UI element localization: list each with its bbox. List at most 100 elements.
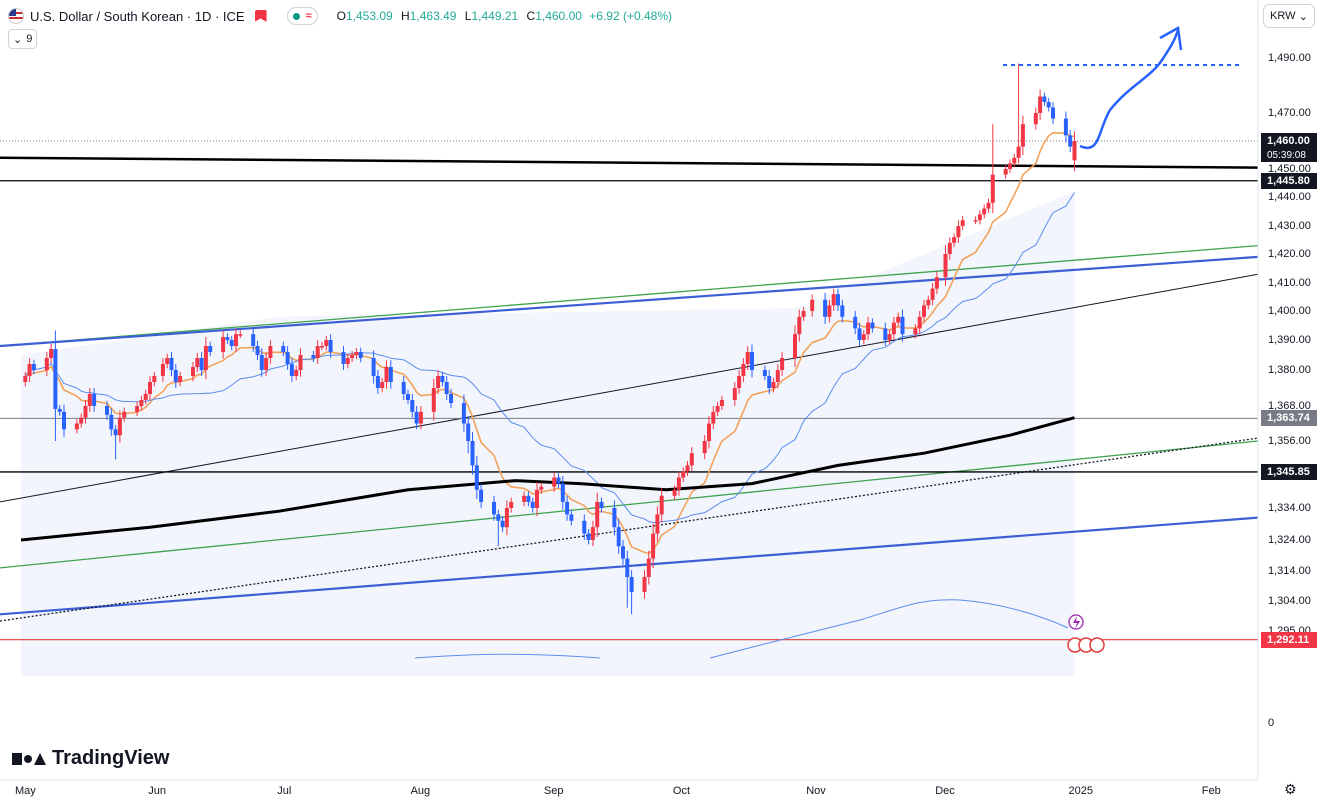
candle[interactable]	[681, 467, 686, 482]
gear-icon[interactable]: ⚙	[1284, 781, 1297, 797]
candle-body[interactable]	[530, 501, 535, 508]
candle[interactable]	[496, 509, 501, 547]
candle[interactable]	[870, 318, 875, 333]
candle[interactable]	[775, 364, 780, 388]
candle[interactable]	[500, 516, 505, 532]
candle-body[interactable]	[702, 441, 707, 454]
candle[interactable]	[311, 350, 316, 363]
candle[interactable]	[883, 322, 888, 346]
candle[interactable]	[616, 519, 621, 555]
candle-body[interactable]	[496, 514, 501, 521]
candle-body[interactable]	[354, 352, 359, 355]
candle[interactable]	[470, 432, 475, 475]
candle-body[interactable]	[479, 489, 484, 502]
candle[interactable]	[418, 406, 423, 430]
candle-body[interactable]	[139, 400, 144, 406]
candle-body[interactable]	[930, 288, 935, 300]
candle-body[interactable]	[595, 501, 600, 528]
candle[interactable]	[320, 341, 324, 351]
candle[interactable]	[135, 401, 140, 417]
candle[interactable]	[745, 346, 750, 370]
candle-body[interactable]	[711, 411, 716, 424]
candle-body[interactable]	[117, 417, 122, 436]
candle[interactable]	[87, 388, 92, 412]
candle-body[interactable]	[896, 316, 901, 323]
candle[interactable]	[750, 344, 754, 378]
candle[interactable]	[474, 456, 479, 500]
candle-body[interactable]	[122, 411, 127, 418]
candle[interactable]	[27, 358, 32, 382]
candle-body[interactable]	[311, 355, 316, 358]
candle[interactable]	[861, 330, 866, 345]
candle-body[interactable]	[685, 465, 690, 472]
candle-body[interactable]	[836, 294, 840, 306]
candle[interactable]	[1068, 129, 1073, 153]
candle[interactable]	[990, 124, 995, 214]
candle[interactable]	[148, 376, 152, 400]
candle-body[interactable]	[775, 370, 780, 382]
candle-body[interactable]	[590, 527, 595, 540]
candle[interactable]	[255, 340, 260, 361]
candle[interactable]	[268, 340, 273, 364]
candle-body[interactable]	[234, 334, 238, 346]
candle-body[interactable]	[173, 370, 178, 382]
candle[interactable]	[285, 346, 290, 370]
candle[interactable]	[1063, 111, 1068, 143]
candle[interactable]	[552, 472, 557, 492]
candle-body[interactable]	[285, 352, 290, 364]
candle-body[interactable]	[745, 352, 750, 364]
candle-body[interactable]	[676, 477, 681, 490]
candle-body[interactable]	[922, 305, 926, 317]
candle-body[interactable]	[255, 346, 260, 355]
candle[interactable]	[178, 371, 183, 387]
candle[interactable]	[659, 488, 664, 523]
candle-body[interactable]	[31, 364, 36, 370]
candle[interactable]	[1020, 115, 1025, 156]
candle[interactable]	[655, 506, 660, 542]
candle[interactable]	[887, 330, 892, 345]
candle-body[interactable]	[221, 337, 226, 352]
candle-body[interactable]	[1042, 96, 1047, 103]
candle-body[interactable]	[160, 364, 165, 376]
candle-body[interactable]	[268, 346, 273, 358]
candle-body[interactable]	[1003, 169, 1008, 175]
candle[interactable]	[599, 497, 604, 513]
candle-body[interactable]	[109, 414, 114, 430]
candle-body[interactable]	[251, 334, 256, 346]
candle[interactable]	[109, 408, 114, 436]
candle[interactable]	[719, 395, 724, 411]
candle[interactable]	[251, 328, 256, 352]
candle[interactable]	[672, 485, 677, 501]
indicators-toggle-button[interactable]: ⌄ 9	[8, 29, 38, 49]
candle[interactable]	[294, 365, 299, 381]
candle-body[interactable]	[135, 406, 140, 412]
candle-body[interactable]	[414, 411, 419, 424]
candle-body[interactable]	[298, 355, 303, 370]
candle[interactable]	[900, 309, 905, 342]
candle-body[interactable]	[793, 334, 797, 358]
candle[interactable]	[315, 340, 320, 364]
candle[interactable]	[977, 210, 982, 225]
candle[interactable]	[930, 283, 935, 306]
candle[interactable]	[440, 371, 445, 387]
candle-body[interactable]	[1063, 118, 1068, 136]
candle[interactable]	[479, 483, 484, 508]
candle-body[interactable]	[535, 489, 539, 508]
candle-body[interactable]	[621, 546, 625, 559]
candle-body[interactable]	[926, 299, 931, 306]
candle[interactable]	[436, 370, 441, 394]
candle[interactable]	[62, 404, 66, 437]
candle-body[interactable]	[195, 358, 200, 367]
candle-body[interactable]	[689, 453, 694, 466]
candle[interactable]	[44, 352, 49, 376]
candle[interactable]	[358, 347, 363, 363]
candle[interactable]	[866, 316, 871, 340]
candle-body[interactable]	[642, 577, 647, 592]
candle-body[interactable]	[917, 316, 922, 329]
candle[interactable]	[922, 299, 926, 323]
candle-body[interactable]	[973, 220, 978, 222]
candle[interactable]	[952, 233, 957, 247]
candle[interactable]	[612, 500, 617, 536]
candle-body[interactable]	[203, 346, 208, 370]
